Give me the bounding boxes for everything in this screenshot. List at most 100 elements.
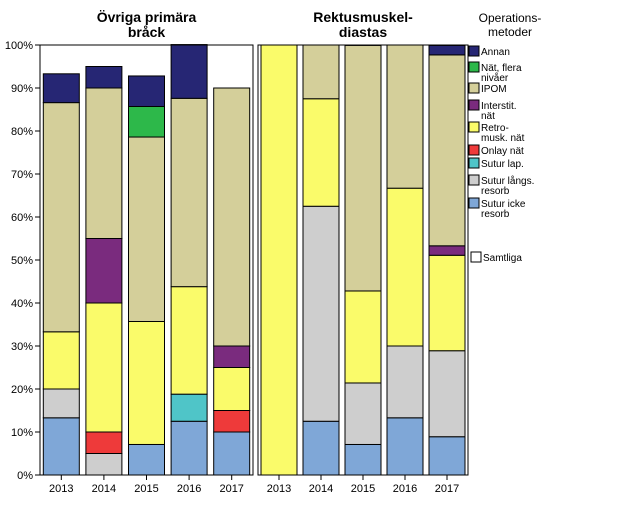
bar-segment-retro [85, 302, 123, 433]
x-tick-label: 2017 [435, 483, 459, 495]
y-tick-label: 90% [11, 83, 33, 95]
y-tick-label: 20% [11, 384, 33, 396]
bar-segment-annan [85, 66, 123, 89]
bar-segment-ipom [344, 44, 382, 292]
panel-title: Rektusmuskel- [313, 9, 413, 25]
legend-label-sutur_lap: Sutur lap. [481, 159, 524, 170]
legend-label-interstit: nät [481, 111, 495, 122]
legend-swatch-nat_flera [468, 61, 480, 73]
bar-segment-retro [386, 187, 424, 347]
bar-segment-nat_flera [128, 105, 165, 138]
bar-segment-onlay [213, 410, 251, 433]
legend-label-retro: Retro- [481, 123, 509, 134]
legend-label-annan: Annan [481, 47, 510, 58]
legend-swatch-ipom [468, 82, 480, 94]
bar-segment-retro [170, 286, 208, 395]
x-tick-label: 2015 [134, 483, 158, 495]
legend-label-sutur_icke: Sutur icke [481, 199, 526, 210]
panel-frame [39, 44, 254, 476]
legend-swatch-sutur_langs [468, 174, 480, 186]
x-tick-label: 2013 [267, 483, 291, 495]
bar-segment-ipom [128, 136, 165, 322]
bar-segment-interstit [85, 238, 123, 304]
legend-label-sutur_icke: resorb [481, 209, 510, 220]
y-tick-label: 10% [11, 427, 33, 439]
bar-segment-sutur_icke [386, 417, 424, 476]
bar-segment-retro [302, 98, 340, 207]
bar-segment-ipom [42, 102, 80, 333]
x-tick-label: 2015 [351, 483, 375, 495]
legend-title: Operations- [479, 11, 542, 25]
bar-segment-retro [42, 331, 80, 390]
legend-label-nat_flera: Nät, flera [481, 63, 522, 74]
x-tick-label: 2013 [49, 483, 73, 495]
legend-title: metoder [488, 25, 532, 39]
y-tick-label: 60% [11, 212, 33, 224]
legend-label-samtliga: Samtliga [483, 253, 522, 264]
bar-segment-ipom [428, 54, 466, 247]
bar-segment-sutur_icke [213, 431, 251, 476]
bar-segment-onlay [85, 431, 123, 454]
bar-segment-ipom [85, 87, 123, 239]
bar-segment-interstit [428, 245, 466, 256]
bar-segment-sutur_icke [428, 436, 466, 476]
x-tick-label: 2014 [309, 483, 333, 495]
legend-swatch-annan [468, 45, 480, 57]
legend-swatch-sutur_lap [468, 157, 480, 169]
y-tick-label: 0% [17, 470, 33, 482]
bar-segment-retro [428, 254, 466, 352]
y-tick-label: 40% [11, 298, 33, 310]
bar-segment-sutur_icke [170, 420, 208, 476]
legend-label-interstit: Interstit. [481, 101, 517, 112]
y-tick-label: 70% [11, 169, 33, 181]
x-tick-label: 2016 [393, 483, 417, 495]
panel-title: Övriga primära [97, 9, 197, 25]
bar-segment-sutur_icke [42, 417, 80, 476]
x-tick-label: 2017 [219, 483, 243, 495]
bar-segment-sutur_icke [302, 420, 340, 476]
y-tick-label: 100% [5, 40, 33, 52]
legend-label-retro: musk. nät [481, 133, 525, 144]
bar-segment-ipom [213, 87, 251, 347]
legend-label-ipom: IPOM [481, 84, 507, 95]
legend-swatch-samtliga [470, 251, 482, 263]
legend-label-sutur_langs: resorb [481, 186, 510, 197]
legend-swatch-onlay [468, 144, 480, 156]
legend-label-sutur_langs: Sutur långs. [481, 175, 534, 187]
legend-label-onlay: Onlay nät [481, 146, 524, 157]
y-tick-label: 30% [11, 341, 33, 353]
bar-segment-retro [213, 367, 251, 411]
panel-title: bråck [128, 24, 166, 40]
bar-segment-retro [128, 320, 165, 445]
bar-segment-annan [170, 44, 208, 99]
x-tick-label: 2014 [92, 483, 116, 495]
bar-segment-retro [260, 44, 298, 476]
bar-segment-ipom [302, 44, 340, 100]
legend-swatch-sutur_icke [468, 197, 480, 209]
bar-segment-sutur_langs [302, 205, 340, 422]
bar-segment-sutur_lap [170, 393, 208, 422]
x-tick-label: 2016 [177, 483, 201, 495]
bar-segment-sutur_langs [428, 350, 466, 438]
legend-swatch-interstit [468, 99, 480, 111]
bar-segment-sutur_icke [128, 443, 165, 476]
panel-title: diastas [339, 24, 387, 40]
y-tick-label: 50% [11, 255, 33, 267]
y-tick-label: 80% [11, 126, 33, 138]
bar-segment-interstit [213, 345, 251, 368]
bar-segment-retro [344, 290, 382, 384]
bar-segment-sutur_langs [42, 388, 80, 419]
bar-segment-annan [428, 44, 466, 56]
bar-segment-sutur_langs [344, 382, 382, 445]
bar-segment-annan [128, 75, 165, 107]
bar-segment-sutur_icke [344, 443, 382, 476]
panel-frame [257, 44, 469, 476]
bar-segment-sutur_langs [386, 345, 424, 419]
legend-label-nat_flera: nivåer [481, 72, 509, 84]
legend-swatch-retro [468, 121, 480, 133]
bar-segment-ipom [386, 44, 424, 189]
bar-segment-ipom [170, 97, 208, 288]
bar-segment-sutur_langs [85, 453, 123, 476]
